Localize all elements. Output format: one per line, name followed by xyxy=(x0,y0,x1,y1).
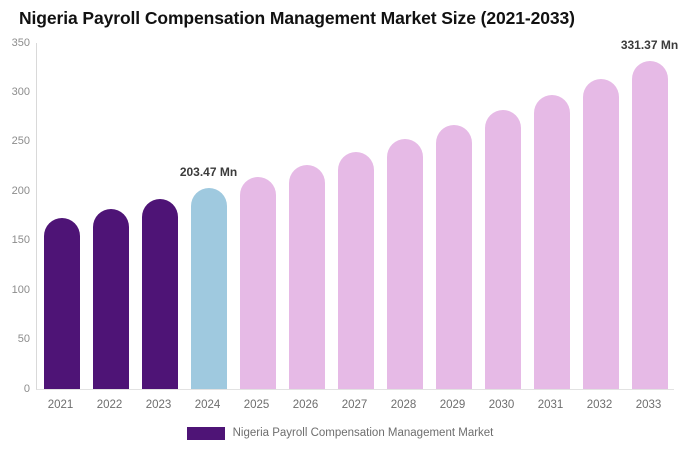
legend-item[interactable]: Nigeria Payroll Compensation Management … xyxy=(0,425,680,441)
bar-2030[interactable] xyxy=(484,110,521,389)
y-tick-label-0: 0 xyxy=(23,382,30,395)
bar-2025[interactable] xyxy=(239,176,276,389)
bar-2027[interactable] xyxy=(337,152,374,389)
y-tick-label-150: 150 xyxy=(11,234,30,247)
data-label-2024: 203.47 Mn xyxy=(179,164,238,179)
bar-2021[interactable] xyxy=(43,218,80,389)
x-tick-label-2022: 2022 xyxy=(96,399,123,411)
x-tick-label-2024: 2024 xyxy=(194,399,221,411)
bar-2026[interactable] xyxy=(288,164,325,389)
y-tick-label-50: 50 xyxy=(17,333,30,346)
x-tick-label-2026: 2026 xyxy=(292,399,319,411)
x-tick-label-2033: 2033 xyxy=(635,399,662,411)
x-tick-label-2023: 2023 xyxy=(145,399,172,411)
y-tick-label-350: 350 xyxy=(11,36,30,49)
y-tick-label-250: 250 xyxy=(11,135,30,148)
bar-2032[interactable] xyxy=(582,78,619,389)
x-tick-label-2021: 2021 xyxy=(47,399,74,411)
x-tick-label-2028: 2028 xyxy=(390,399,417,411)
legend-label: Nigeria Payroll Compensation Management … xyxy=(232,427,494,439)
bar-2031[interactable] xyxy=(533,94,570,389)
x-tick-label-2025: 2025 xyxy=(243,399,270,411)
bar-2033[interactable] xyxy=(631,61,668,389)
bar-2023[interactable] xyxy=(141,198,178,389)
y-tick-label-100: 100 xyxy=(11,283,30,296)
bar-2022[interactable] xyxy=(92,208,129,389)
bar-2028[interactable] xyxy=(386,139,423,389)
x-tick-label-2029: 2029 xyxy=(439,399,466,411)
x-tick-label-2032: 2032 xyxy=(586,399,613,411)
x-tick-label-2027: 2027 xyxy=(341,399,368,411)
y-tick-label-200: 200 xyxy=(11,184,30,197)
plot-area: 203.47 Mn 331.37 Mn xyxy=(36,38,678,390)
legend-swatch xyxy=(186,426,225,440)
x-tick-label-2031: 2031 xyxy=(537,399,564,411)
x-tick-label-2030: 2030 xyxy=(488,399,515,411)
chart-title: Nigeria Payroll Compensation Management … xyxy=(19,8,575,28)
data-label-2033: 331.37 Mn xyxy=(620,38,679,53)
bar-2024[interactable] xyxy=(190,187,227,389)
y-tick-label-300: 300 xyxy=(11,85,30,98)
bar-2029[interactable] xyxy=(435,125,472,389)
